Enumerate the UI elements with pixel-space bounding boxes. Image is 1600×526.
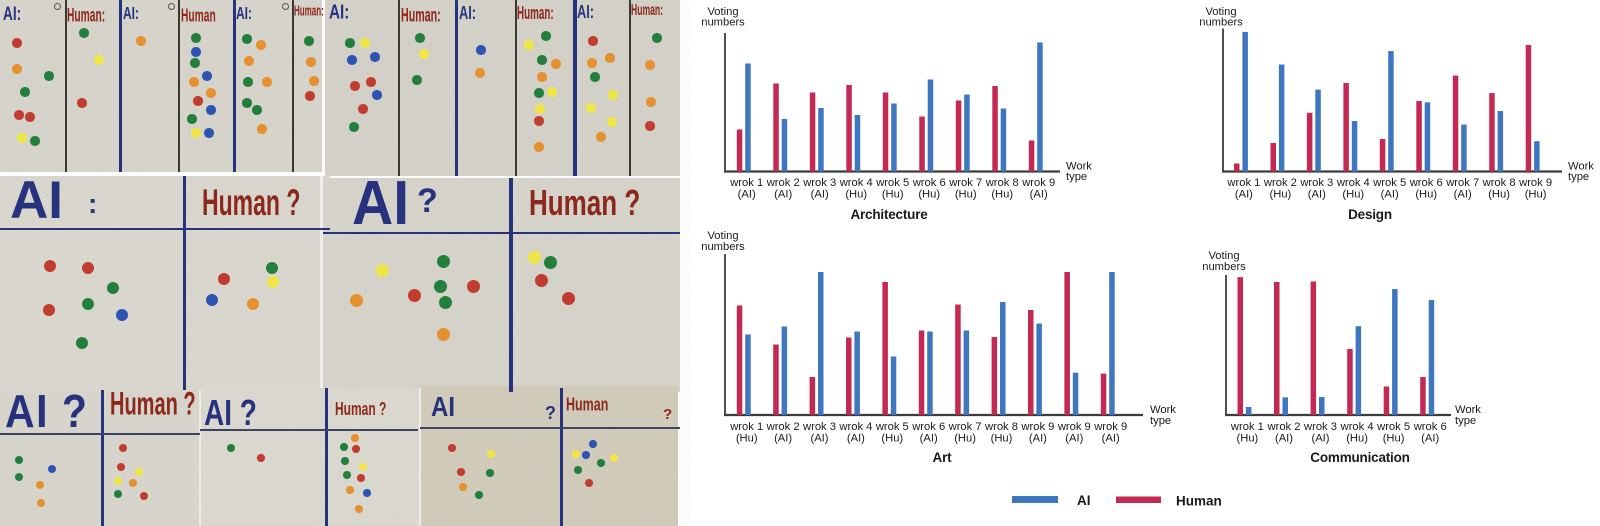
svg-text:wrok 7: wrok 7 [948, 421, 982, 433]
svg-text:(Hu): (Hu) [1270, 189, 1292, 201]
svg-text:wrok 7: wrok 7 [1445, 177, 1479, 189]
svg-text:numbers: numbers [1202, 261, 1246, 273]
svg-text:(AI): (AI) [1381, 189, 1399, 201]
svg-text:numbers: numbers [701, 17, 745, 29]
svg-text:numbers: numbers [1199, 17, 1243, 29]
svg-text:AI: AI [1077, 493, 1091, 508]
svg-text:(AI): (AI) [1311, 433, 1329, 445]
svg-text:wrok 8: wrok 8 [984, 421, 1018, 433]
svg-text:(Hu): (Hu) [1346, 433, 1368, 445]
svg-text:wrok 8: wrok 8 [985, 177, 1019, 189]
svg-text:(Hu): (Hu) [736, 433, 758, 445]
svg-text:wrok 8: wrok 8 [1482, 177, 1516, 189]
svg-text:wrok 6: wrok 6 [911, 421, 945, 433]
svg-text:(Hu): (Hu) [1488, 189, 1510, 201]
svg-text:wrok 5: wrok 5 [875, 177, 909, 189]
svg-text:wrok 9: wrok 9 [1020, 421, 1054, 433]
svg-text:wrok 2: wrok 2 [1263, 177, 1297, 189]
svg-text:wrok 2: wrok 2 [766, 177, 800, 189]
svg-text:Work: Work [1568, 161, 1594, 173]
svg-text:wrok 9: wrok 9 [1057, 421, 1091, 433]
svg-text:Voting: Voting [707, 6, 738, 18]
svg-text:Work: Work [1150, 404, 1176, 416]
svg-text:(AI): (AI) [1275, 433, 1293, 445]
svg-text:(AI): (AI) [1235, 189, 1253, 201]
svg-text:wrok 6: wrok 6 [912, 177, 946, 189]
svg-text:(Hu): (Hu) [1415, 189, 1437, 201]
svg-text:(AI): (AI) [920, 433, 938, 445]
svg-text:Work: Work [1066, 161, 1092, 173]
svg-text:wrok 5: wrok 5 [1376, 421, 1410, 433]
svg-text:wrok 3: wrok 3 [802, 421, 836, 433]
svg-text:Design: Design [1348, 207, 1392, 222]
svg-text:wrok 1: wrok 1 [1226, 177, 1260, 189]
svg-text:wrok 6: wrok 6 [1409, 177, 1443, 189]
svg-text:(AI): (AI) [1102, 433, 1120, 445]
svg-text:(Hu): (Hu) [1383, 433, 1405, 445]
svg-text:type: type [1150, 415, 1171, 427]
svg-text:(Hu): (Hu) [991, 189, 1013, 201]
svg-text:wrok 3: wrok 3 [802, 177, 836, 189]
svg-text:(Hu): (Hu) [918, 189, 940, 201]
svg-text:wrok 9: wrok 9 [1021, 177, 1055, 189]
svg-text:(Hu): (Hu) [1342, 189, 1364, 201]
svg-text:Voting: Voting [707, 230, 738, 242]
svg-text:wrok 9: wrok 9 [1518, 177, 1552, 189]
svg-text:(AI): (AI) [1308, 189, 1326, 201]
svg-text:Voting: Voting [1208, 250, 1239, 262]
svg-text:(AI): (AI) [738, 189, 756, 201]
svg-text:(AI): (AI) [774, 189, 792, 201]
svg-text:(AI): (AI) [1029, 433, 1047, 445]
svg-text:wrok 7: wrok 7 [948, 177, 982, 189]
svg-text:(Hu): (Hu) [882, 189, 904, 201]
svg-text:wrok 3: wrok 3 [1299, 177, 1333, 189]
svg-text:(Hu): (Hu) [1525, 189, 1547, 201]
svg-text:wrok 1: wrok 1 [1230, 421, 1264, 433]
svg-text:wrok 5: wrok 5 [875, 421, 909, 433]
svg-text:(Hu): (Hu) [881, 433, 903, 445]
svg-text:type: type [1568, 171, 1589, 183]
svg-text:wrok 2: wrok 2 [1267, 421, 1301, 433]
svg-text:(Hu): (Hu) [845, 189, 867, 201]
svg-text:Voting: Voting [1205, 6, 1236, 18]
svg-text:type: type [1066, 171, 1087, 183]
svg-text:wrok 4: wrok 4 [838, 421, 872, 433]
svg-text:Art: Art [933, 450, 953, 465]
svg-text:wrok 9: wrok 9 [1093, 421, 1127, 433]
svg-text:(AI): (AI) [847, 433, 865, 445]
svg-text:(Hu): (Hu) [1237, 433, 1259, 445]
svg-text:wrok 1: wrok 1 [729, 421, 763, 433]
svg-text:(AI): (AI) [811, 189, 829, 201]
svg-text:wrok 2: wrok 2 [766, 421, 800, 433]
svg-text:(AI): (AI) [774, 433, 792, 445]
svg-text:Communication: Communication [1310, 450, 1409, 465]
svg-text:wrok 4: wrok 4 [1336, 177, 1370, 189]
svg-text:Human: Human [1176, 494, 1222, 509]
svg-text:type: type [1455, 415, 1476, 427]
svg-text:numbers: numbers [701, 241, 745, 253]
svg-text:wrok 5: wrok 5 [1372, 177, 1406, 189]
svg-text:(AI): (AI) [1065, 433, 1083, 445]
svg-text:(AI): (AI) [1454, 189, 1472, 201]
svg-text:Work: Work [1455, 404, 1481, 416]
svg-text:(Hu): (Hu) [991, 433, 1013, 445]
svg-text:wrok 4: wrok 4 [1340, 421, 1374, 433]
svg-text:(AI): (AI) [1421, 433, 1439, 445]
svg-text:(AI): (AI) [1030, 189, 1048, 201]
svg-text:(AI): (AI) [810, 433, 828, 445]
svg-text:(Hu): (Hu) [955, 189, 977, 201]
svg-text:wrok 1: wrok 1 [729, 177, 763, 189]
svg-text:Architecture: Architecture [850, 207, 928, 222]
svg-text:wrok 6: wrok 6 [1413, 421, 1447, 433]
svg-text:wrok 3: wrok 3 [1303, 421, 1337, 433]
svg-text:(Hu): (Hu) [954, 433, 976, 445]
svg-text:wrok 4: wrok 4 [839, 177, 873, 189]
